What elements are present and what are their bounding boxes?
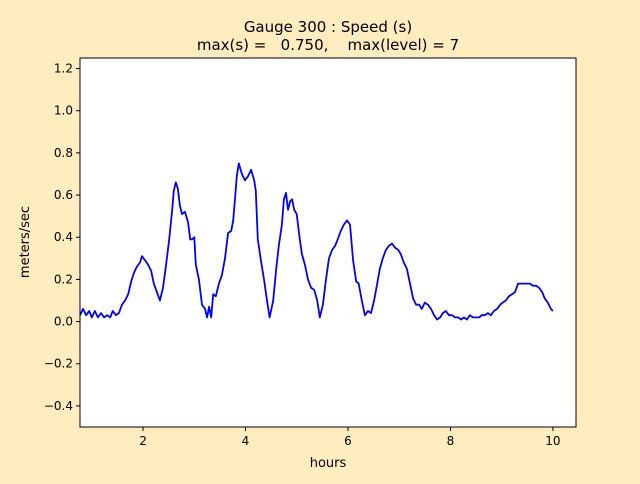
y-tick-label: 1.0	[54, 104, 73, 118]
chart-subtitle: max(s) = 0.750, max(level) = 7	[197, 36, 459, 54]
x-axis: 2 4 6 8 10	[139, 427, 561, 448]
x-tick-label: 4	[242, 434, 250, 448]
plot-frame	[79, 57, 577, 428]
x-tick-label: 6	[344, 434, 352, 448]
y-tick-label: 0.6	[54, 188, 73, 202]
plot-area	[80, 58, 576, 427]
x-tick-label: 8	[447, 434, 455, 448]
chart-title: Gauge 300 : Speed (s)	[244, 18, 412, 36]
x-axis-label: hours	[310, 456, 347, 471]
y-tick-label: 0.2	[54, 272, 73, 286]
x-tick-label: 10	[545, 434, 560, 448]
y-axis-label: meters/sec	[18, 206, 33, 278]
series-layer	[79, 162, 554, 321]
x-tick-label: 2	[139, 434, 147, 448]
y-tick-label: 0.8	[54, 146, 73, 160]
y-tick-label: −0.4	[44, 399, 73, 413]
y-axis: −0.4 −0.2 0.0 0.2 0.4 0.6 0.8 1.0 1.2	[44, 62, 80, 413]
y-tick-label: 0.4	[54, 230, 73, 244]
series-line	[79, 162, 554, 321]
y-tick-label: −0.2	[44, 357, 73, 371]
y-tick-label: 0.0	[54, 315, 73, 329]
y-tick-label: 1.2	[54, 62, 73, 76]
